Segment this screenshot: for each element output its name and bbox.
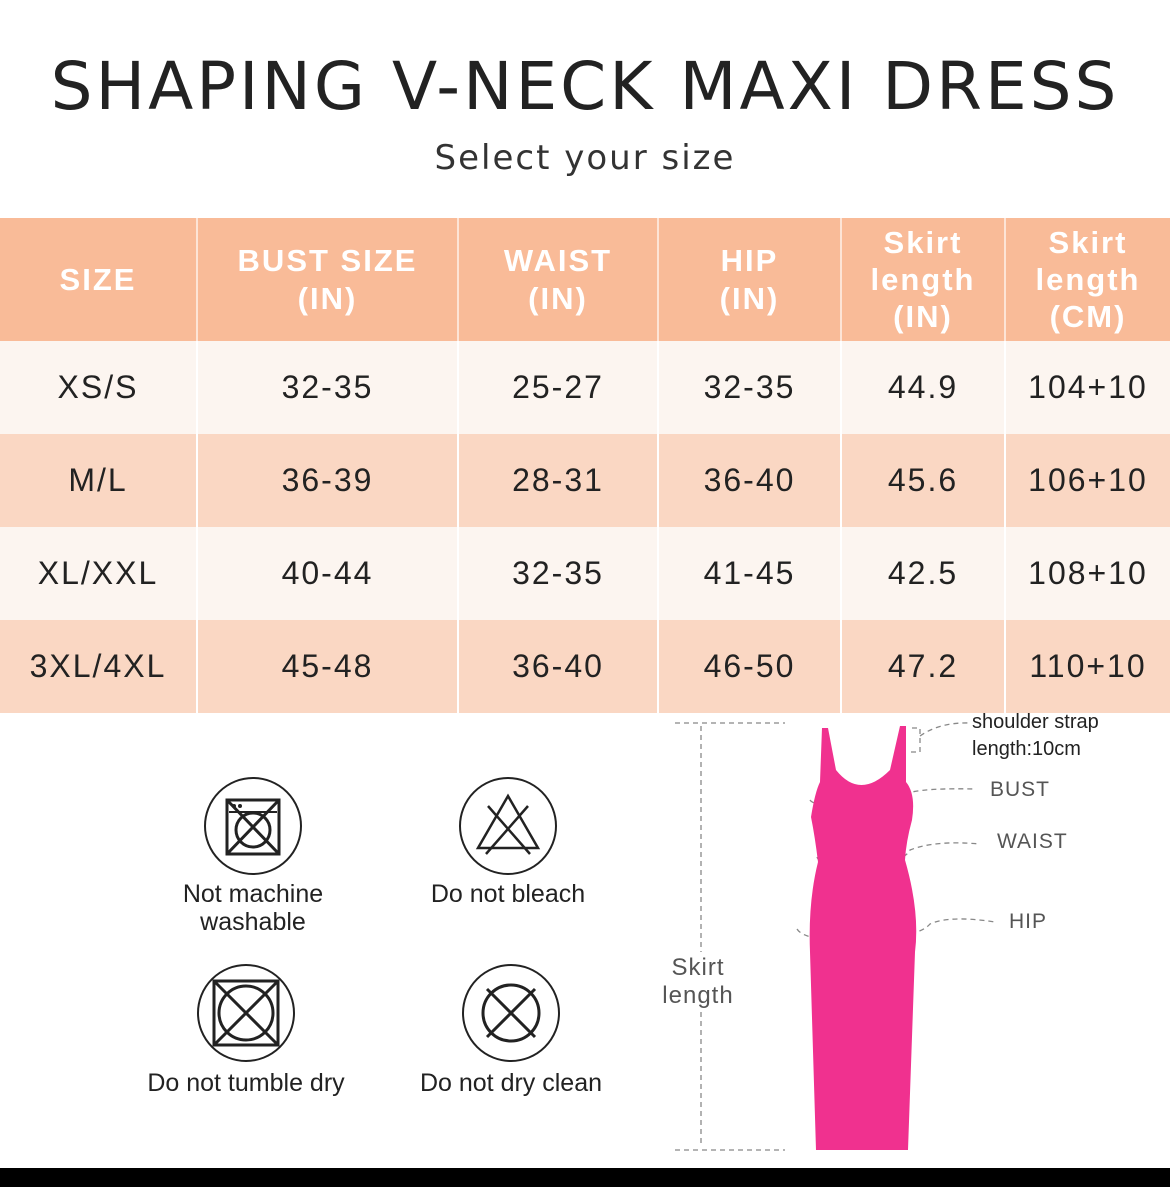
table-cell: 106+10	[1004, 434, 1170, 527]
table-cell: 36-40	[457, 620, 658, 713]
care-label: Do not dry clean	[419, 1069, 603, 1097]
no-bleach-icon	[459, 777, 557, 875]
subtitle: Select your size	[434, 138, 736, 178]
dress-shape	[809, 726, 917, 1150]
care-label: Not machine washable	[182, 880, 324, 936]
page-title: SHAPING V-NECK MAXI DRESS	[50, 48, 1120, 125]
table-cell: 108+10	[1004, 527, 1170, 620]
strap-length-label: length:10cm	[972, 738, 1081, 760]
table-cell: 36-40	[657, 434, 841, 527]
no-machine-wash-icon	[204, 777, 302, 875]
care-do-not-bleach: Do not bleach	[405, 776, 611, 908]
table-cell: 110+10	[1004, 620, 1170, 713]
table-cell: XS/S	[0, 341, 197, 434]
table-cell: 104+10	[1004, 341, 1170, 434]
header-hip: HIP (IN)	[657, 218, 841, 341]
dress-diagram	[675, 722, 996, 1151]
care-label: Do not tumble dry	[147, 1069, 345, 1097]
table-cell: 32-35	[657, 341, 841, 434]
table-row: XS/S 32-35 25-27 32-35 44.9 104+10	[0, 341, 1170, 434]
table-cell: 32-35	[457, 527, 658, 620]
care-do-not-tumble-dry: Do not tumble dry	[130, 963, 362, 1097]
header-waist: WAIST (IN)	[457, 218, 658, 341]
size-table: SIZE BUST SIZE (IN) WAIST (IN) HIP (IN) Ski…	[0, 218, 1170, 713]
header-size: SIZE	[0, 218, 197, 341]
table-cell: XL/XXL	[0, 527, 197, 620]
table-cell: 40-44	[196, 527, 458, 620]
waist-label: WAIST	[997, 830, 1068, 853]
no-tumble-dry-icon	[197, 964, 295, 1062]
header-skirt-cm: Skirt length (CM)	[1004, 218, 1170, 341]
hip-label: HIP	[1009, 910, 1048, 933]
strap-label: shoulder strap	[972, 711, 1099, 733]
no-dry-clean-icon	[462, 964, 560, 1062]
table-cell: 25-27	[457, 341, 658, 434]
table-cell: M/L	[0, 434, 197, 527]
care-not-machine-washable: Not machine washable	[150, 776, 356, 936]
table-cell: 42.5	[840, 527, 1005, 620]
table-cell: 41-45	[657, 527, 841, 620]
header-skirt-in: Skirt length (IN)	[840, 218, 1005, 341]
care-do-not-dry-clean: Do not dry clean	[395, 963, 627, 1097]
table-cell: 36-39	[196, 434, 458, 527]
table-cell: 28-31	[457, 434, 658, 527]
bust-label: BUST	[990, 778, 1051, 801]
table-row: XL/XXL 40-44 32-35 41-45 42.5 108+10	[0, 527, 1170, 620]
table-row: 3XL/4XL 45-48 36-40 46-50 47.2 110+10	[0, 620, 1170, 713]
care-label: Do not bleach	[430, 880, 586, 908]
table-cell: 46-50	[657, 620, 841, 713]
table-row: M/L 36-39 28-31 36-40 45.6 106+10	[0, 434, 1170, 527]
table-cell: 44.9	[840, 341, 1005, 434]
header-bust: BUST SIZE (IN)	[196, 218, 458, 341]
table-cell: 45.6	[840, 434, 1005, 527]
bottom-bar	[0, 1168, 1170, 1187]
table-cell: 45-48	[196, 620, 458, 713]
table-header: SIZE BUST SIZE (IN) WAIST (IN) HIP (IN) Ski…	[0, 218, 1170, 341]
table-cell: 47.2	[840, 620, 1005, 713]
skirt-length-label: Skirt length	[662, 954, 734, 1009]
table-cell: 32-35	[196, 341, 458, 434]
table-cell: 3XL/4XL	[0, 620, 197, 713]
